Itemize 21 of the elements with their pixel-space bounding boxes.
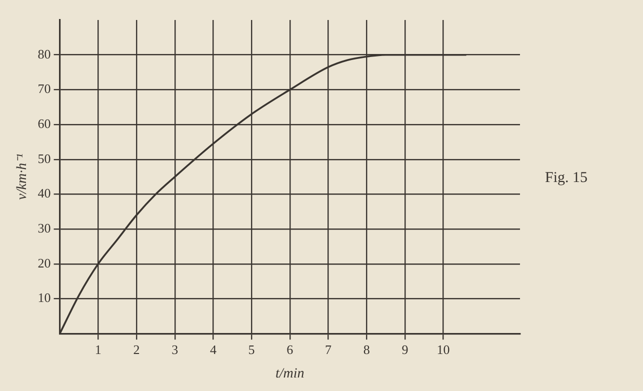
x-tick-label: 4: [210, 342, 217, 357]
y-axis-title: v/km·h⁻¹: [15, 154, 30, 200]
x-tick-label: 9: [402, 342, 408, 357]
x-tick-label: 5: [248, 342, 255, 357]
y-tick-label: 50: [38, 150, 51, 166]
y-tick-label: 60: [38, 116, 51, 131]
x-tick-label: 2: [133, 342, 140, 357]
x-tick-label: 7: [325, 342, 332, 357]
x-tick-label: 3: [172, 342, 178, 357]
x-tick-label: 1: [94, 342, 102, 357]
x-tick-label: 10: [436, 342, 450, 357]
y-tick-label: 30: [38, 220, 51, 236]
caption: Fig. 15: [545, 170, 588, 187]
x-axis-title: t/min: [276, 366, 304, 382]
y-tick-label: 10: [38, 290, 51, 306]
y-tick-label: 40: [38, 186, 51, 201]
x-tick-label: 8: [363, 342, 370, 357]
y-tick-label: 80: [38, 46, 51, 62]
y-tick-label: 70: [38, 81, 51, 96]
y-tick-label: 20: [38, 255, 51, 270]
x-tick-label: 6: [286, 342, 294, 357]
